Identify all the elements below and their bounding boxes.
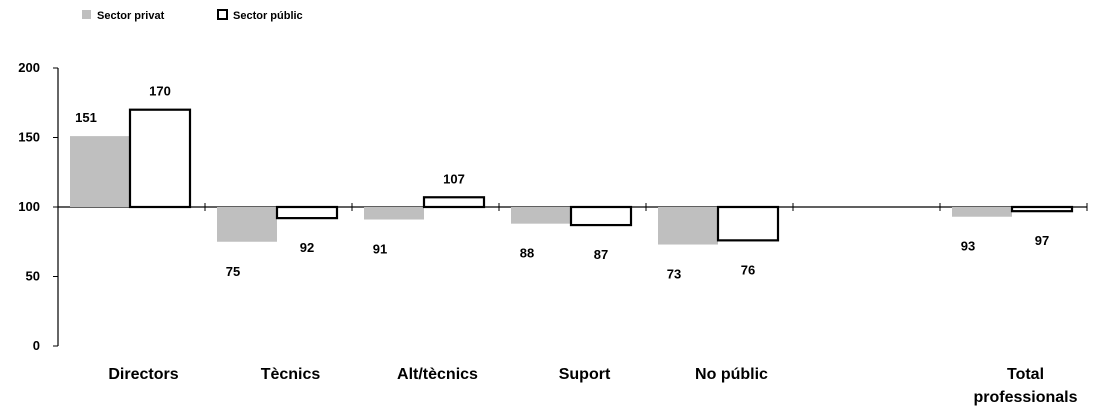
- data-label-2-1: 170: [149, 84, 171, 99]
- bar-1-2: [217, 207, 277, 242]
- y-tick-label-150: 150: [18, 130, 40, 145]
- data-label-1-2: 75: [226, 264, 240, 279]
- bars: [70, 108, 1074, 245]
- bar-1-3: [364, 207, 424, 220]
- data-label-2-7: 97: [1035, 233, 1049, 248]
- bar-2-5: [716, 205, 780, 242]
- data-label-1-4: 88: [520, 246, 534, 261]
- data-labels: 151 170 75 92 91 107 88 87 73 76 93 97: [75, 84, 1049, 282]
- y-axis: 0 50 100 150 200: [18, 60, 59, 353]
- data-label-2-2: 92: [300, 240, 314, 255]
- legend: Sector privat Sector públic: [82, 9, 303, 22]
- bar-2-4: [569, 205, 633, 227]
- data-label-2-4: 87: [594, 247, 608, 262]
- bar-1-1: [70, 136, 130, 207]
- x-category-label-7-line-1: Total: [1007, 366, 1044, 383]
- y-tick-label-200: 200: [18, 60, 40, 75]
- legend-label-2: Sector públic: [233, 10, 303, 22]
- legend-swatch-1: [82, 10, 91, 19]
- bar-1-5: [658, 207, 718, 245]
- y-tick-label-100: 100: [18, 199, 40, 214]
- y-tick-label-50: 50: [26, 269, 40, 284]
- data-label-1-3: 91: [373, 242, 387, 257]
- x-category-label-2: Tècnics: [261, 366, 321, 383]
- bar-2-7: [1010, 205, 1074, 213]
- bar-2-3: [422, 196, 486, 209]
- data-label-1-5: 73: [667, 267, 681, 282]
- x-axis: Directors Tècnics Alt/tècnics Suport No públ…: [58, 203, 1088, 406]
- bar-1-7: [952, 207, 1012, 217]
- legend-swatch-2: [217, 9, 228, 20]
- data-label-2-5: 76: [741, 262, 755, 277]
- bar-1-4: [511, 207, 571, 224]
- x-category-label-7-line-2: professionals: [973, 389, 1077, 406]
- bar-2-2: [275, 205, 339, 220]
- x-category-label-3: Alt/tècnics: [397, 366, 478, 383]
- legend-label-1: Sector privat: [97, 10, 165, 22]
- x-category-label-4: Suport: [559, 366, 611, 383]
- data-label-1-1: 151: [75, 110, 97, 125]
- x-category-label-5: No públic: [695, 366, 768, 383]
- x-category-label-1: Directors: [108, 366, 178, 383]
- data-label-2-3: 107: [443, 171, 465, 186]
- y-tick-label-0: 0: [33, 338, 40, 353]
- bar-2-1: [128, 108, 192, 209]
- data-label-1-7: 93: [961, 239, 975, 254]
